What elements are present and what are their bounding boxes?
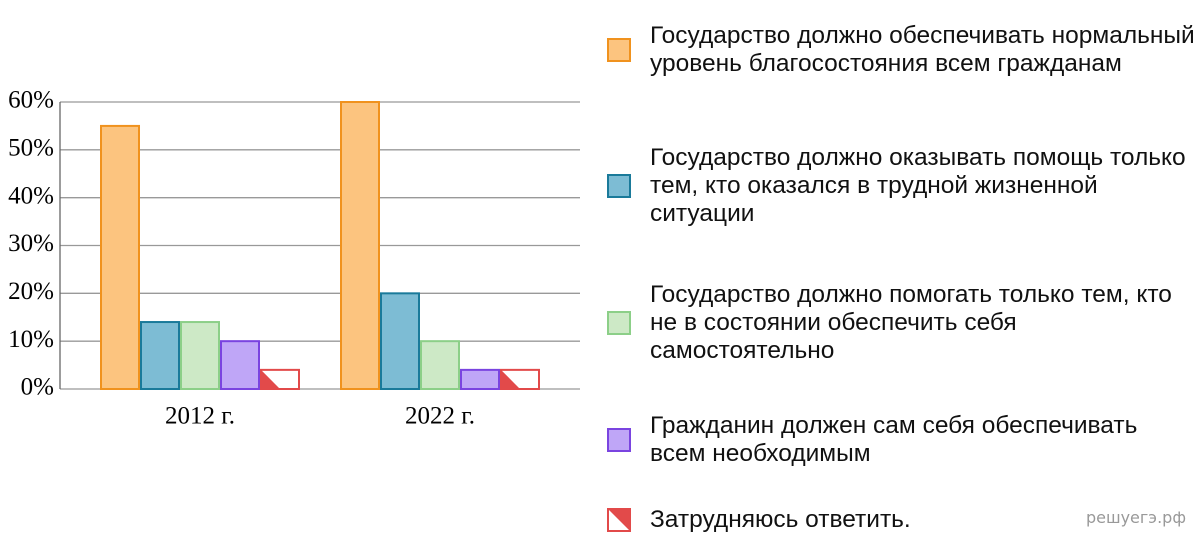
legend-swatch (607, 38, 631, 62)
bar-pattern (501, 369, 520, 389)
watermark: решуегэ.рф (1085, 508, 1186, 527)
bar (180, 321, 220, 390)
legend-label: Затрудняюсь ответить. (650, 506, 911, 533)
bar (220, 340, 260, 390)
y-tick-label: 40% (8, 182, 54, 209)
legend-swatch (607, 311, 631, 335)
bar (340, 101, 380, 390)
legend-swatch (607, 428, 631, 452)
y-tick-label: 60% (8, 87, 54, 114)
bar (380, 292, 420, 391)
x-tick-label: 2022 г. (405, 403, 475, 430)
legend-pattern (608, 509, 630, 531)
bar (460, 368, 500, 391)
x-tick-label: 2012 г. (165, 403, 235, 430)
y-tick-label: 0% (21, 374, 54, 401)
y-tick-label: 30% (8, 230, 54, 257)
y-tick-label: 50% (8, 135, 54, 162)
bar (420, 340, 460, 390)
legend-label: Государство должно обеспечивать нормальн… (650, 22, 1195, 77)
legend-label: Государство должно помогать только тем, … (650, 281, 1172, 364)
bar-pattern (261, 369, 280, 389)
legend-label: Государство должно оказывать помощь толь… (650, 144, 1186, 227)
bar (100, 124, 140, 391)
y-tick-label: 10% (8, 326, 54, 353)
legend-swatch (607, 174, 631, 198)
legend-label: Гражданин должен сам себя обеспечивать в… (650, 412, 1138, 467)
bar (140, 321, 180, 390)
y-tick-label: 20% (8, 278, 54, 305)
